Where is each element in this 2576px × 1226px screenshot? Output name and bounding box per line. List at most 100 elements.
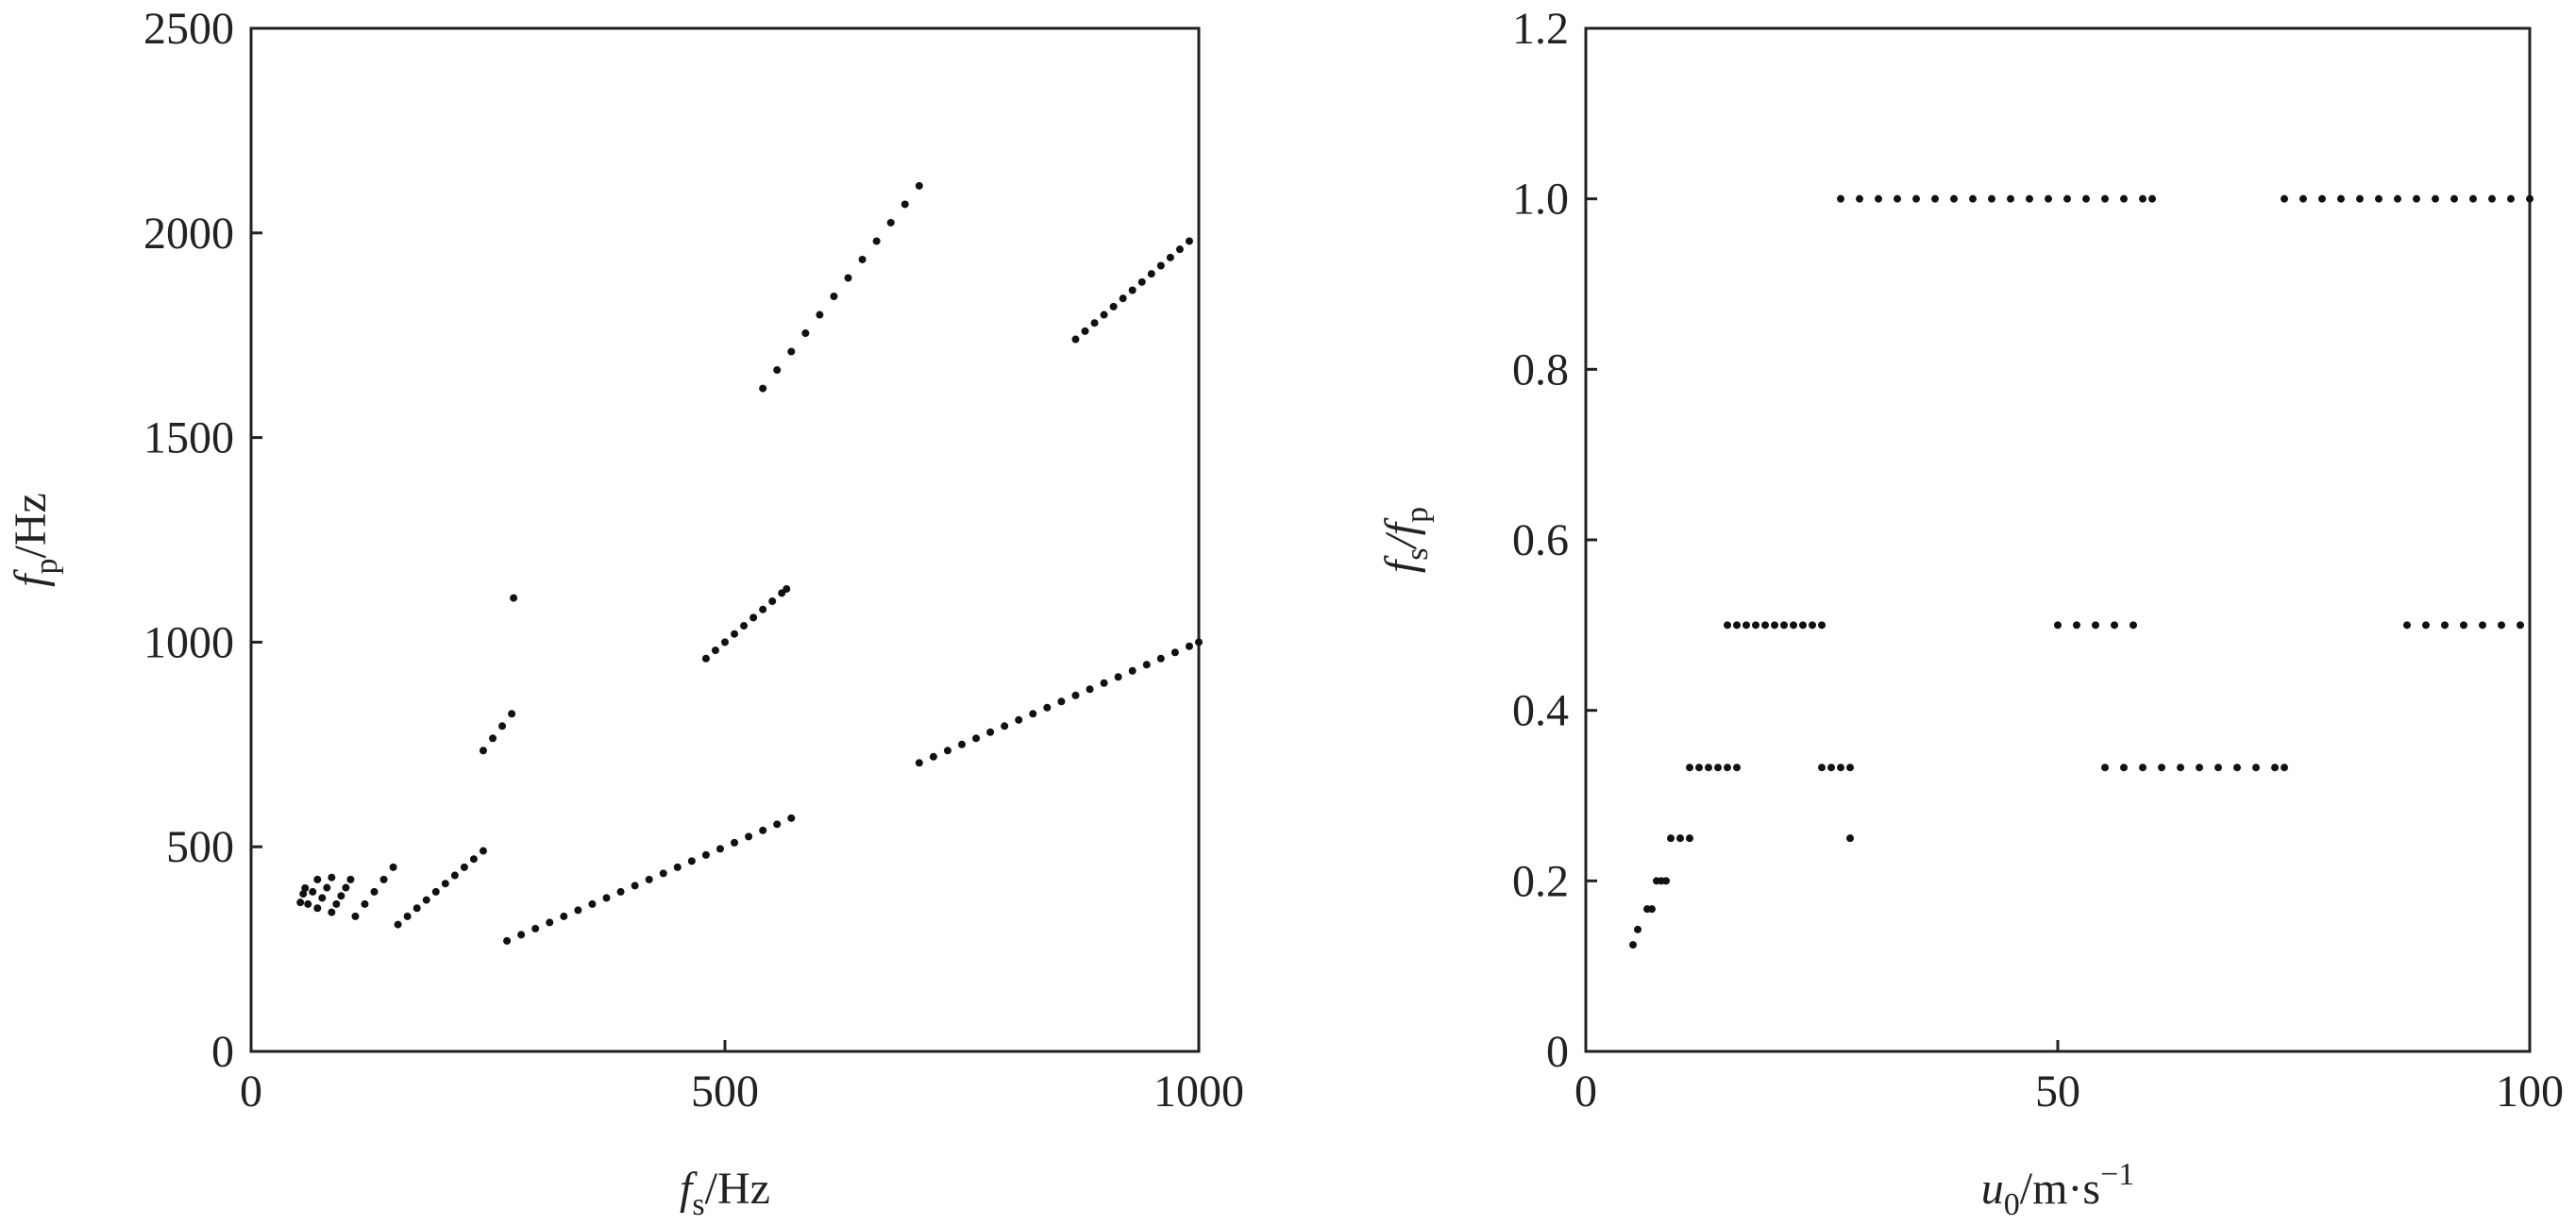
point (1686, 764, 1693, 772)
point (1790, 621, 1797, 630)
point (332, 899, 341, 908)
point (574, 906, 582, 915)
point (745, 832, 753, 841)
point (1714, 764, 1722, 772)
point (858, 255, 867, 263)
point (2252, 764, 2260, 772)
point (801, 329, 810, 338)
point (1875, 194, 1882, 203)
point (768, 597, 777, 606)
point (2299, 194, 2307, 203)
point (1043, 703, 1052, 712)
point (1818, 764, 1826, 772)
y-tick-label: 2000 (143, 209, 234, 259)
point (2337, 194, 2345, 203)
point (773, 820, 782, 829)
point (1662, 877, 1670, 885)
point (1837, 194, 1844, 203)
point (2111, 621, 2118, 630)
point (1827, 764, 1835, 772)
point (2007, 194, 2014, 203)
y-tick-label: 0.2 (1512, 856, 1569, 906)
point (2507, 194, 2515, 203)
point (1015, 715, 1023, 724)
point (2139, 764, 2147, 772)
point (673, 863, 682, 871)
y-tick-label: 1500 (143, 413, 234, 463)
point (2394, 194, 2401, 203)
point (2422, 621, 2430, 630)
point (2158, 764, 2165, 772)
point (498, 722, 507, 731)
point (2271, 764, 2279, 772)
point (1724, 764, 1731, 772)
point (687, 857, 696, 865)
x-tick-label: 100 (2496, 1066, 2564, 1117)
point (2356, 194, 2364, 203)
point (2063, 194, 2071, 203)
point (1988, 194, 1995, 203)
point (588, 899, 597, 908)
point (412, 904, 421, 913)
point (749, 613, 758, 622)
point (1100, 679, 1108, 687)
point (2214, 764, 2222, 772)
x-tick-label: 50 (2035, 1066, 2080, 1117)
y-tick-label: 0.6 (1512, 515, 1569, 565)
point (2130, 621, 2137, 630)
point (1128, 286, 1136, 294)
point (1081, 327, 1089, 335)
point (2526, 194, 2534, 203)
x-tick-label: 500 (691, 1066, 759, 1117)
point (2432, 194, 2439, 203)
point (783, 585, 791, 594)
point (1931, 194, 1939, 203)
point (2045, 194, 2052, 203)
point (450, 871, 459, 880)
point (787, 347, 796, 356)
point (721, 638, 729, 647)
point (1100, 311, 1108, 319)
point (1667, 834, 1675, 843)
point (479, 847, 487, 855)
y-tick-label: 0.4 (1512, 686, 1569, 736)
point (1969, 194, 1977, 203)
point (1856, 194, 1863, 203)
point (2139, 194, 2147, 203)
point (1761, 621, 1769, 630)
point (2281, 764, 2288, 772)
point (2441, 621, 2449, 630)
point (1950, 194, 1958, 203)
y-tick-label: 0.8 (1512, 344, 1569, 395)
point (323, 883, 331, 892)
point (318, 894, 327, 902)
point (1195, 638, 1203, 647)
point (2281, 194, 2288, 203)
x-tick-label: 0 (1574, 1066, 1597, 1117)
y-tick-label: 500 (166, 822, 234, 872)
point (1676, 834, 1684, 843)
point (901, 200, 909, 209)
point (1705, 764, 1712, 772)
point (659, 869, 667, 878)
point (2479, 621, 2486, 630)
point (701, 654, 710, 663)
point (2054, 621, 2062, 630)
y-tick-label: 0 (211, 1027, 234, 1077)
point (2148, 194, 2156, 203)
point (631, 882, 639, 890)
point (1818, 621, 1826, 630)
point (1109, 302, 1118, 311)
point (929, 752, 937, 761)
point (1686, 834, 1693, 843)
point (1733, 621, 1741, 630)
point (701, 850, 710, 859)
y-tick-label: 1.0 (1512, 175, 1569, 225)
point (1846, 764, 1854, 772)
point (394, 920, 402, 929)
point (602, 894, 611, 902)
x-axis-label: u0/m·s−1 (1981, 1157, 2135, 1222)
point (1185, 642, 1193, 650)
point (716, 845, 724, 853)
